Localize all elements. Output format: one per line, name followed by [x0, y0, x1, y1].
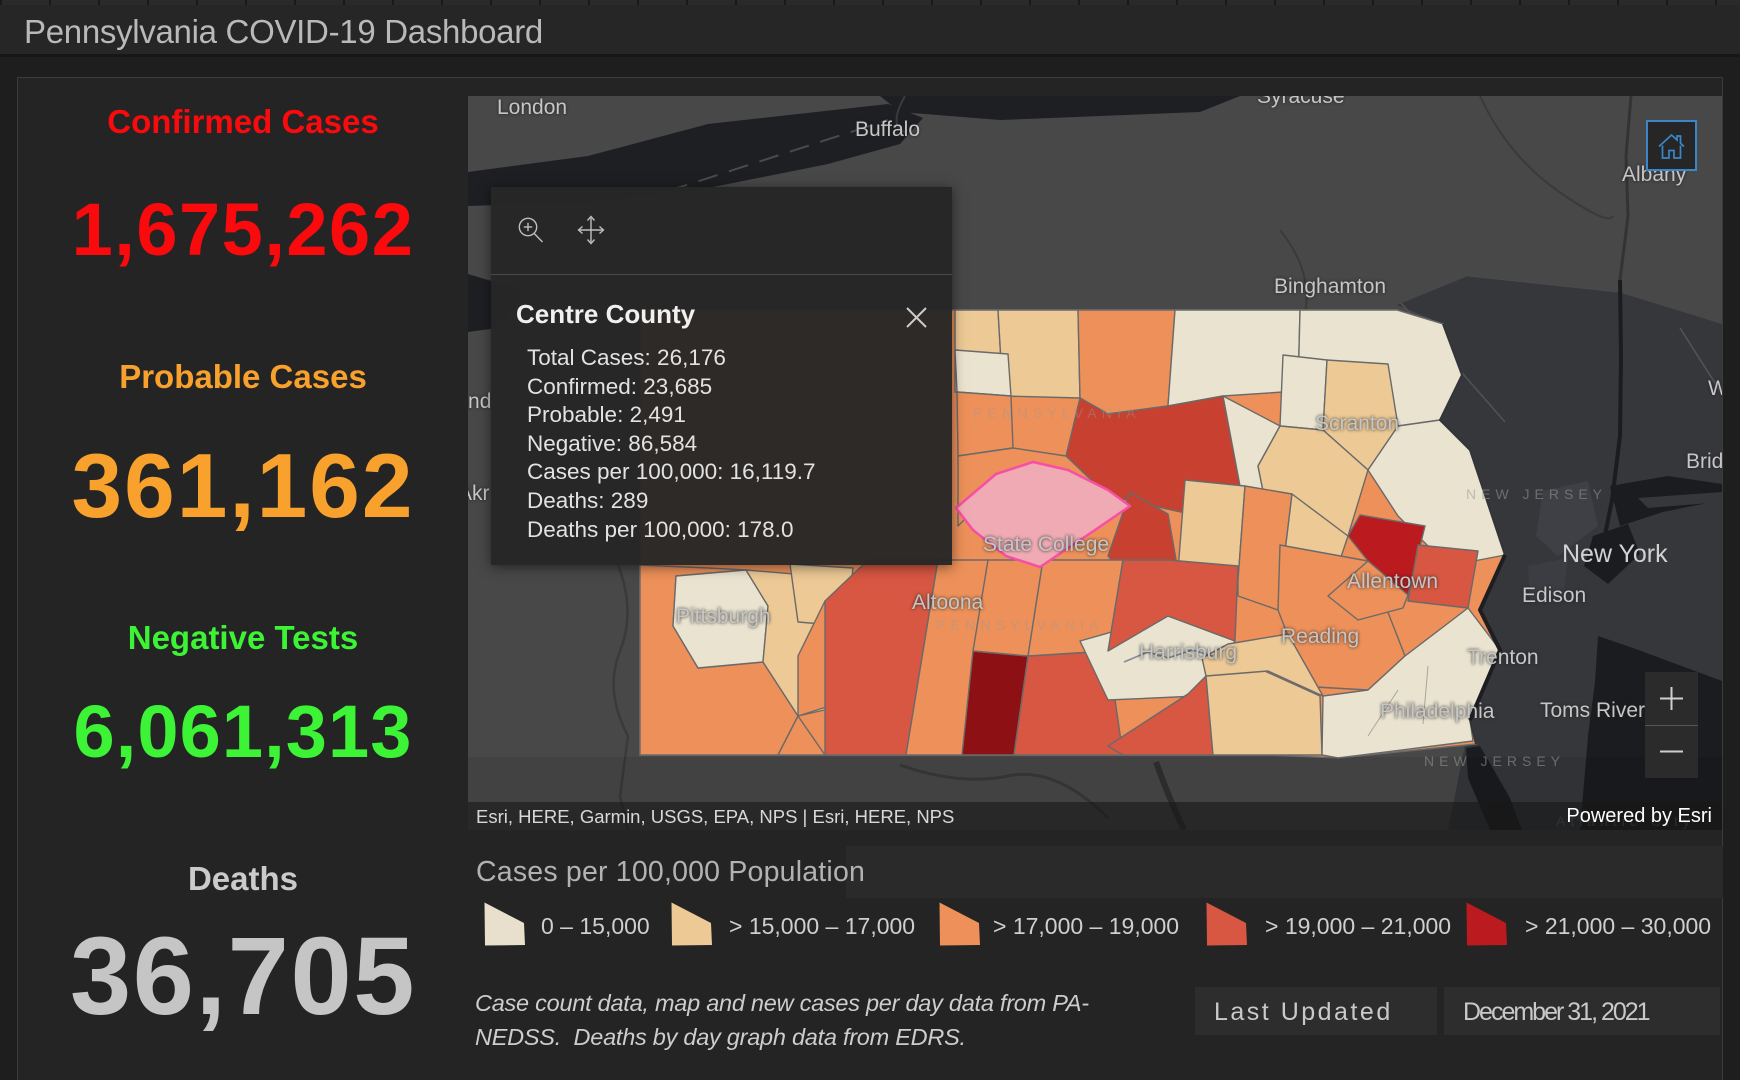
svg-text:Trenton: Trenton — [1467, 646, 1539, 669]
svg-text:Akr: Akr — [468, 482, 490, 505]
svg-text:NEW JERSEY: NEW JERSEY — [1424, 753, 1565, 769]
svg-text:Reading: Reading — [1281, 625, 1359, 648]
svg-text:Allentown: Allentown — [1347, 570, 1438, 593]
svg-text:State College: State College — [983, 533, 1109, 556]
svg-text:Brid: Brid — [1686, 450, 1722, 473]
svg-text:Pittsburgh: Pittsburgh — [676, 605, 771, 628]
svg-text:eland: eland — [468, 390, 491, 413]
svg-text:New York: New York — [1562, 540, 1668, 568]
svg-text:W: W — [1708, 377, 1722, 400]
svg-text:Scranton: Scranton — [1315, 412, 1399, 435]
svg-text:Edison: Edison — [1522, 584, 1586, 607]
svg-text:NEW JERSEY: NEW JERSEY — [1466, 486, 1607, 502]
svg-text:PENNSYLVANIA: PENNSYLVANIA — [936, 617, 1104, 633]
svg-text:London: London — [497, 96, 567, 119]
svg-text:Harrisburg: Harrisburg — [1139, 641, 1237, 664]
svg-text:PENNSYLVANIA: PENNSYLVANIA — [973, 405, 1141, 421]
svg-text:Philadelphia: Philadelphia — [1380, 700, 1495, 723]
svg-text:Binghamton: Binghamton — [1274, 275, 1386, 298]
svg-text:Buffalo: Buffalo — [855, 118, 920, 141]
svg-text:Toms River: Toms River — [1540, 699, 1645, 722]
svg-text:Altoona: Altoona — [912, 591, 984, 614]
svg-text:Syracuse: Syracuse — [1257, 96, 1345, 108]
